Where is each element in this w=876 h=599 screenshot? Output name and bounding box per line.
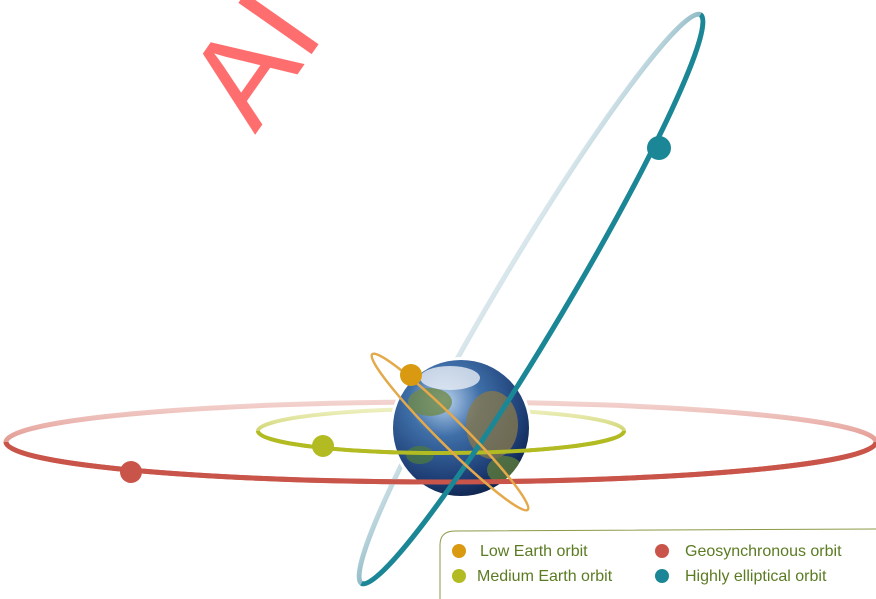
legend-label: Low Earth orbit	[480, 543, 588, 560]
leo-orbit	[370, 352, 530, 512]
legend-label: Highly elliptical orbit	[685, 568, 827, 585]
meo-orbit-front	[256, 430, 626, 455]
legend: Low Earth orbit Geosynchronous orbit Med…	[439, 528, 876, 599]
meo-satellite	[312, 435, 334, 457]
legend-label: Medium Earth orbit	[477, 568, 613, 585]
legend-swatch	[655, 544, 669, 558]
geo-satellite	[120, 461, 142, 483]
geo-orbit-front	[3, 441, 876, 485]
heo-orbit	[356, 11, 706, 587]
legend-swatch	[452, 569, 466, 583]
heo-satellite	[647, 136, 671, 160]
legend-swatch	[452, 544, 466, 558]
legend-swatch	[655, 569, 669, 583]
heo-orbit-front	[360, 12, 706, 587]
legend-label: Geosynchronous orbit	[685, 543, 842, 560]
legend-frame	[439, 528, 876, 599]
leo-satellite	[400, 364, 422, 386]
watermark: AI	[158, 0, 348, 151]
